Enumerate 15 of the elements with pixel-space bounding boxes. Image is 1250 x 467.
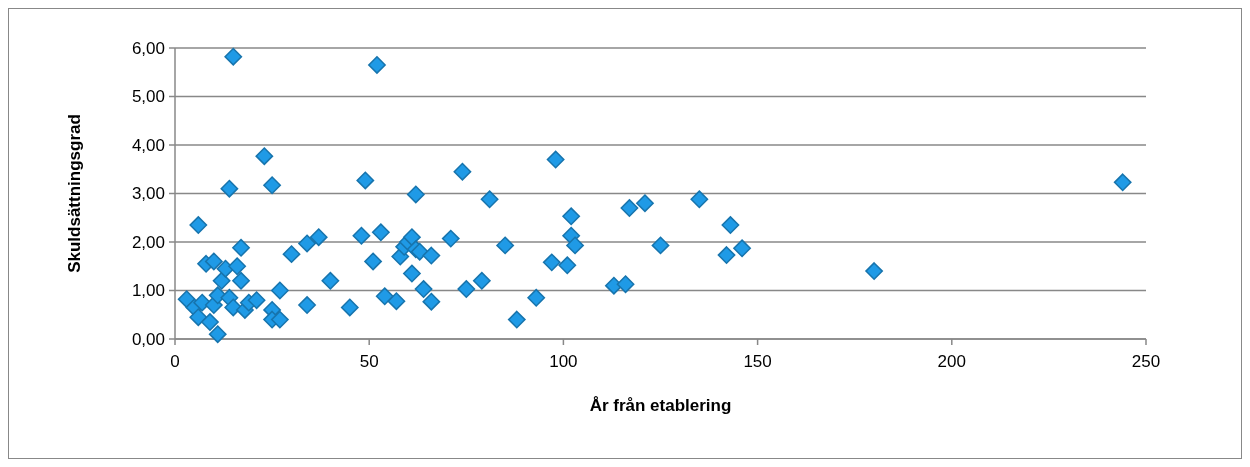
- y-tick-label: 0,00: [131, 329, 165, 349]
- y-tick-label: 6,00: [131, 38, 165, 58]
- y-tick-label: 5,00: [131, 87, 165, 107]
- x-tick-label: 250: [1131, 352, 1161, 371]
- y-tick-label: 2,00: [131, 232, 165, 252]
- x-tick-label: 0: [170, 352, 180, 371]
- y-axis-title: Skuldsättningsgrad: [65, 114, 84, 273]
- x-tick-label: 200: [937, 352, 966, 371]
- y-tick-label: 4,00: [131, 135, 165, 155]
- y-tick-label: 1,00: [131, 281, 165, 301]
- x-tick-label: 50: [359, 352, 379, 371]
- x-tick-label: 100: [549, 352, 578, 371]
- x-tick-label: 150: [743, 352, 772, 371]
- y-tick-label: 3,00: [131, 184, 165, 204]
- x-axis-title: År från etablering: [589, 396, 732, 415]
